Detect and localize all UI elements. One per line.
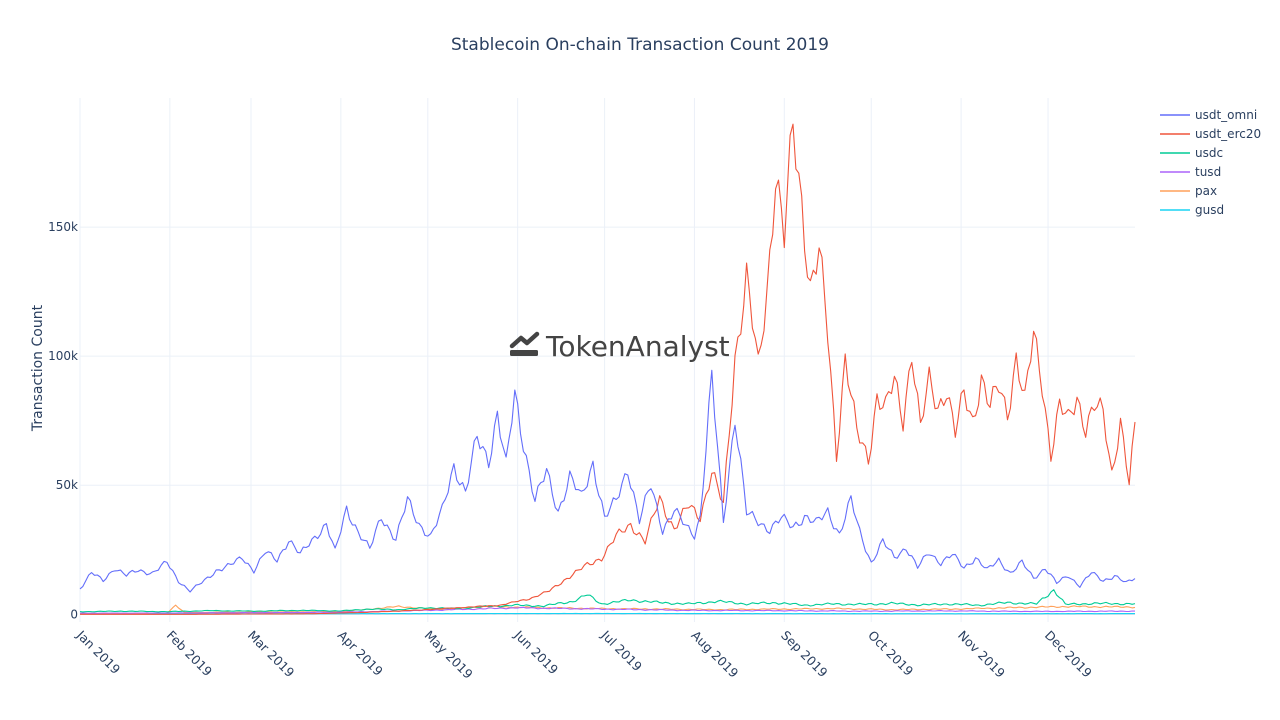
series-line-tusd (79, 606, 1136, 614)
y-tick-label: 0 (70, 607, 78, 621)
series-line-usdc (79, 589, 1136, 613)
legend-label: tusd (1195, 165, 1221, 179)
x-tick-label: Aug 2019 (688, 628, 741, 681)
gridlines (79, 98, 1135, 622)
legend-item-usdc[interactable]: usdc (1160, 146, 1223, 160)
x-tick-label: Sep 2019 (778, 628, 831, 681)
chart-title: Stablecoin On-chain Transaction Count 20… (451, 35, 829, 55)
watermark-logo (510, 350, 538, 356)
x-tick-label: Feb 2019 (164, 628, 216, 680)
y-axis-ticks: 0 50k 100k 150k (48, 220, 78, 621)
legend-item-usdt-erc20[interactable]: usdt_erc20 (1160, 127, 1261, 141)
x-axis-ticks: Jan 2019 Feb 2019 Mar 2019 Apr 2019 May 2019… (73, 627, 1095, 682)
x-tick-label: Oct 2019 (865, 628, 916, 679)
x-tick-label: Dec 2019 (1042, 628, 1095, 681)
legend-label: pax (1195, 184, 1217, 198)
x-tick-label: Jul 2019 (598, 627, 645, 674)
x-tick-label: Apr 2019 (335, 628, 386, 679)
x-tick-label: Jan 2019 (73, 627, 123, 677)
watermark: TokenAnalyst (509, 330, 730, 363)
series-line-usdt-erc20 (80, 123, 1136, 615)
x-tick-label: May 2019 (422, 628, 476, 682)
legend-item-pax[interactable]: pax (1160, 184, 1217, 198)
series-lines (79, 123, 1136, 615)
watermark-logo-stroke (509, 331, 540, 349)
y-tick-label: 150k (48, 220, 78, 234)
y-tick-label: 50k (56, 478, 78, 492)
x-tick-label: Jun 2019 (511, 627, 561, 677)
y-tick-label: 100k (48, 349, 78, 363)
legend-label: usdt_erc20 (1195, 127, 1261, 141)
y-axis-title: Transaction Count (30, 304, 46, 432)
legend-label: gusd (1195, 203, 1224, 217)
legend-label: usdc (1195, 146, 1223, 160)
series-line-usdt-omni (79, 369, 1136, 593)
x-tick-label: Nov 2019 (955, 628, 1008, 681)
legend-label: usdt_omni (1195, 108, 1257, 122)
legend-item-usdt-omni[interactable]: usdt_omni (1160, 108, 1257, 122)
legend-item-gusd[interactable]: gusd (1160, 203, 1224, 217)
watermark-text: TokenAnalyst (545, 330, 730, 363)
legend-item-tusd[interactable]: tusd (1160, 165, 1221, 179)
x-tick-label: Mar 2019 (245, 628, 298, 681)
